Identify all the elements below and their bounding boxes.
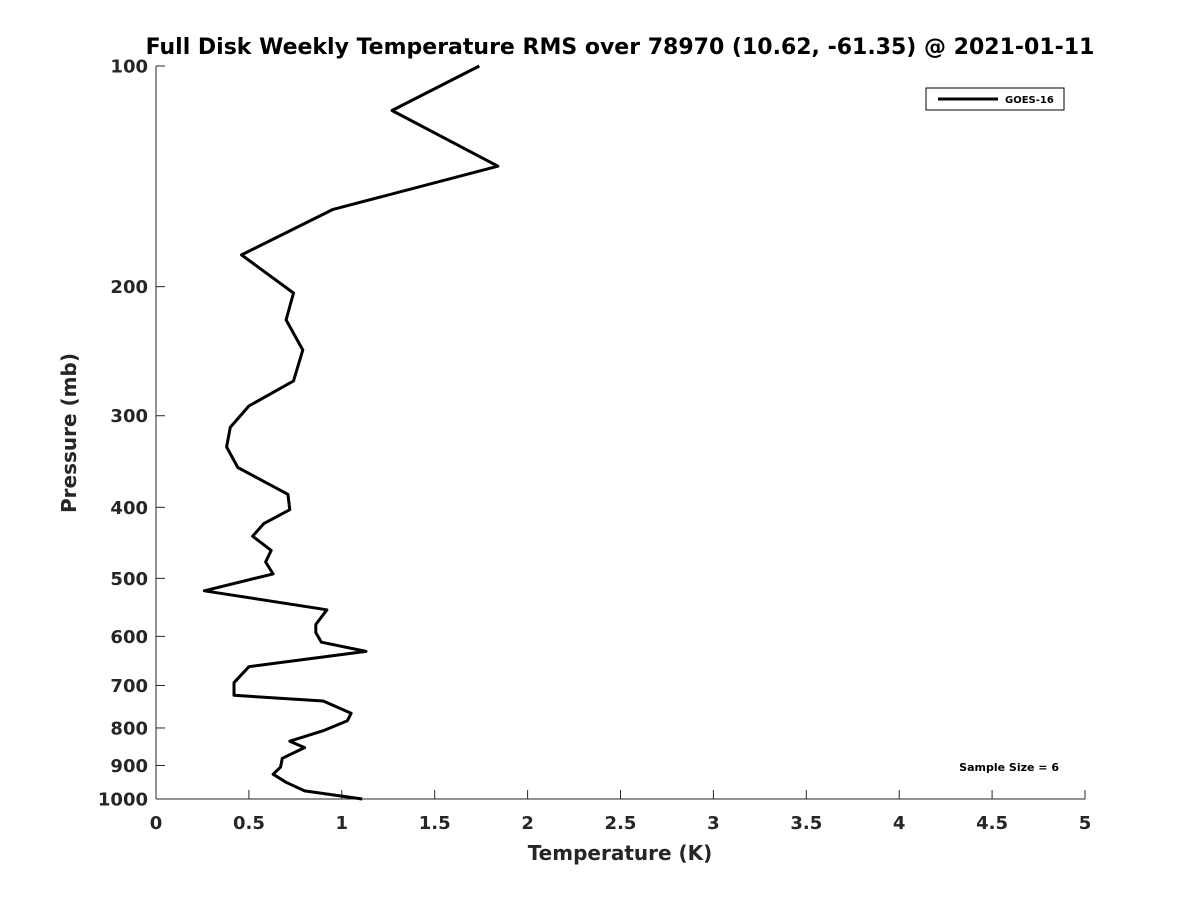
axes [155,66,1085,800]
y-tick-label: 1000 [98,790,148,811]
y-tick-label: 700 [110,676,148,697]
y-tick-label: 500 [110,569,148,590]
x-tick-label: 3.5 [790,813,822,834]
series-layer [202,64,500,801]
x-tick-label: 1 [336,813,349,834]
y-tick-label: 600 [110,627,148,648]
y-tick-label: 300 [110,406,148,427]
y-tick-label: 400 [110,498,148,519]
legend-label: GOES-16 [1005,95,1054,106]
x-tick-label: 0 [150,813,163,834]
y-tick-label: 800 [110,718,148,739]
y-axis-label: Pressure (mb) [57,353,81,513]
x-axis-ticks: 0 0.5 1 1.5 2 2.5 3 3.5 4 4.5 5 [150,790,1092,834]
y-tick-label: 200 [110,277,148,298]
y-axis-ticks: 100 200 300 400 500 600 700 800 900 1000 [98,57,165,811]
x-tick-label: 4 [893,813,906,834]
x-tick-label: 3 [707,813,720,834]
y-tick-label: 100 [110,57,148,78]
x-tick-label: 2.5 [605,813,637,834]
legend: GOES-16 [925,87,1065,111]
x-tick-label: 1.5 [419,813,451,834]
x-tick-label: 2 [521,813,534,834]
x-tick-label: 4.5 [976,813,1008,834]
chart-title: Full Disk Weekly Temperature RMS over 78… [146,35,1095,60]
x-tick-label: 5 [1079,813,1092,834]
x-axis-label: Temperature (K) [528,841,713,865]
series-line-goes-16 [202,64,500,801]
sample-size-annotation: Sample Size = 6 [959,761,1059,774]
y-tick-label: 900 [110,756,148,777]
x-tick-label: 0.5 [233,813,265,834]
